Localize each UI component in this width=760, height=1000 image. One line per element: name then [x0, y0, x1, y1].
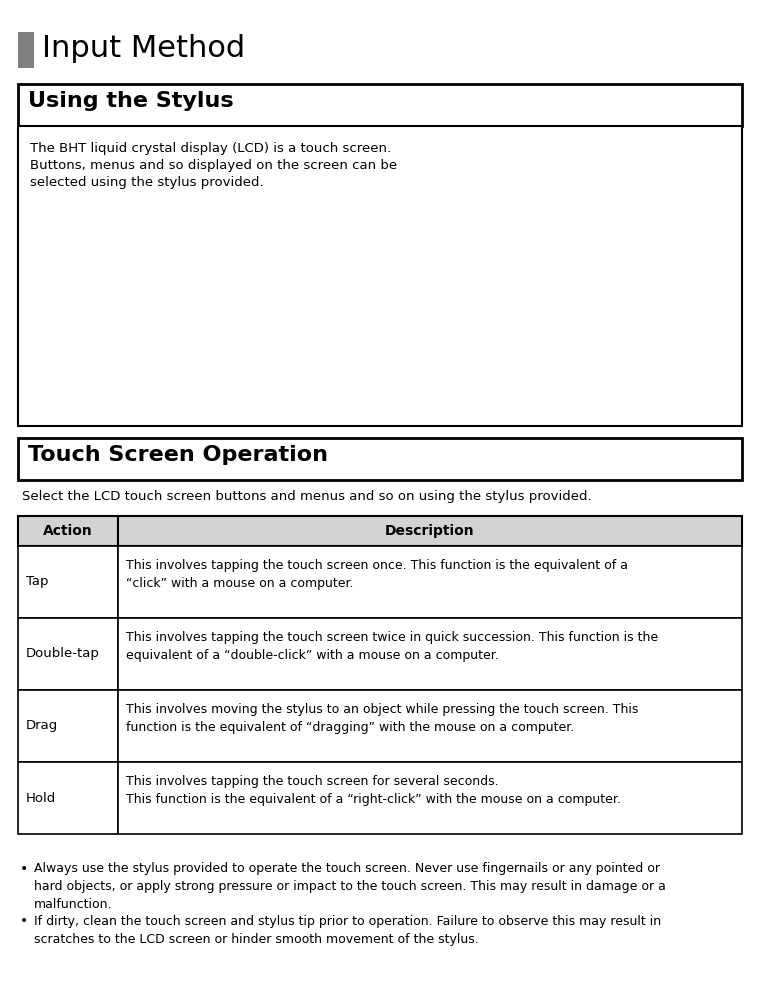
- Bar: [18, 84, 742, 126]
- Text: Buttons, menus and so displayed on the screen can be: Buttons, menus and so displayed on the s…: [30, 159, 397, 172]
- Text: Using the Stylus: Using the Stylus: [28, 91, 233, 111]
- Bar: [118, 516, 742, 546]
- Text: Select the LCD touch screen buttons and menus and so on using the stylus provide: Select the LCD touch screen buttons and …: [22, 490, 591, 503]
- Text: Input Method: Input Method: [42, 34, 245, 63]
- Text: Action: Action: [43, 524, 93, 538]
- Bar: [18, 516, 118, 546]
- Text: •: •: [20, 862, 28, 876]
- Text: Description: Description: [385, 524, 475, 538]
- Bar: [118, 618, 742, 690]
- Text: Drag: Drag: [26, 720, 59, 732]
- Text: This involves tapping the touch screen once. This function is the equivalent of : This involves tapping the touch screen o…: [126, 559, 628, 590]
- Text: Always use the stylus provided to operate the touch screen. Never use fingernail: Always use the stylus provided to operat…: [34, 862, 666, 911]
- Text: Double-tap: Double-tap: [26, 648, 100, 660]
- Bar: [118, 762, 742, 834]
- Bar: [18, 546, 118, 618]
- Text: The BHT liquid crystal display (LCD) is a touch screen.: The BHT liquid crystal display (LCD) is …: [30, 142, 391, 155]
- Text: Tap: Tap: [26, 576, 49, 588]
- Text: •: •: [20, 914, 28, 928]
- Bar: [18, 690, 118, 762]
- Text: selected using the stylus provided.: selected using the stylus provided.: [30, 176, 264, 189]
- Bar: [18, 618, 118, 690]
- Text: If dirty, clean the touch screen and stylus tip prior to operation. Failure to o: If dirty, clean the touch screen and sty…: [34, 914, 661, 946]
- Text: Touch Screen Operation: Touch Screen Operation: [28, 445, 328, 465]
- Bar: [18, 762, 118, 834]
- Bar: [18, 438, 742, 480]
- Bar: [118, 690, 742, 762]
- Text: This involves tapping the touch screen twice in quick succession. This function : This involves tapping the touch screen t…: [126, 631, 658, 662]
- Bar: [118, 546, 742, 618]
- Text: This involves tapping the touch screen for several seconds.
This function is the: This involves tapping the touch screen f…: [126, 775, 621, 806]
- Text: Hold: Hold: [26, 792, 56, 804]
- Bar: [18, 32, 34, 68]
- Bar: [18, 126, 742, 426]
- Text: This involves moving the stylus to an object while pressing the touch screen. Th: This involves moving the stylus to an ob…: [126, 703, 638, 734]
